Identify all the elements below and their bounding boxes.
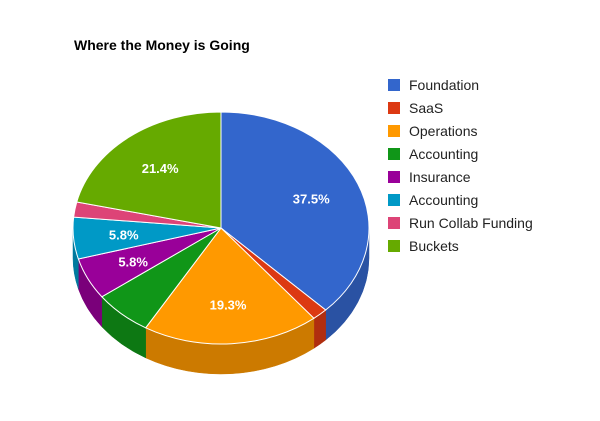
legend-swatch [388, 193, 400, 206]
legend-swatch [388, 78, 400, 91]
legend-item: SaaS [388, 96, 533, 119]
legend-swatch [388, 239, 400, 252]
legend-label: Insurance [409, 168, 471, 185]
slice-label-0: 37.5% [293, 192, 330, 207]
legend-item: Operations [388, 119, 533, 142]
pie-slice-7 [76, 111, 222, 229]
pie-labels: 37.5% 19.3% 5.8% 5.8% 21.4% [109, 161, 330, 312]
slice-label-4: 5.8% [118, 254, 148, 269]
pie-slice-2 [144, 227, 315, 345]
legend-item: Foundation [388, 73, 533, 96]
legend-swatch [388, 124, 400, 137]
legend-swatch [388, 216, 400, 229]
slice-label-2: 19.3% [210, 297, 247, 312]
legend-swatch [388, 170, 400, 183]
legend-label: Foundation [409, 76, 480, 93]
legend-label: SaaS [409, 99, 444, 116]
legend-item: Accounting [388, 142, 533, 165]
legend-swatch [388, 101, 400, 114]
legend-label: Accounting [409, 145, 479, 162]
legend-item: Accounting [388, 188, 533, 211]
chart-title: Where the Money is Going [74, 37, 250, 53]
legend-item: Run Collab Funding [388, 211, 533, 234]
legend-swatch [388, 147, 400, 160]
legend-label: Run Collab Funding [409, 214, 533, 231]
pie-slice-0 [220, 111, 370, 311]
legend-label: Buckets [409, 237, 459, 254]
slice-label-7: 21.4% [142, 161, 179, 176]
legend-label: Operations [409, 122, 478, 139]
slice-label-5: 5.8% [109, 228, 139, 243]
legend: Foundation SaaS Operations Accounting Insura… [388, 73, 533, 257]
pie-tops [72, 111, 370, 345]
legend-label: Accounting [409, 191, 479, 208]
legend-item: Insurance [388, 165, 533, 188]
legend-item: Buckets [388, 234, 533, 257]
